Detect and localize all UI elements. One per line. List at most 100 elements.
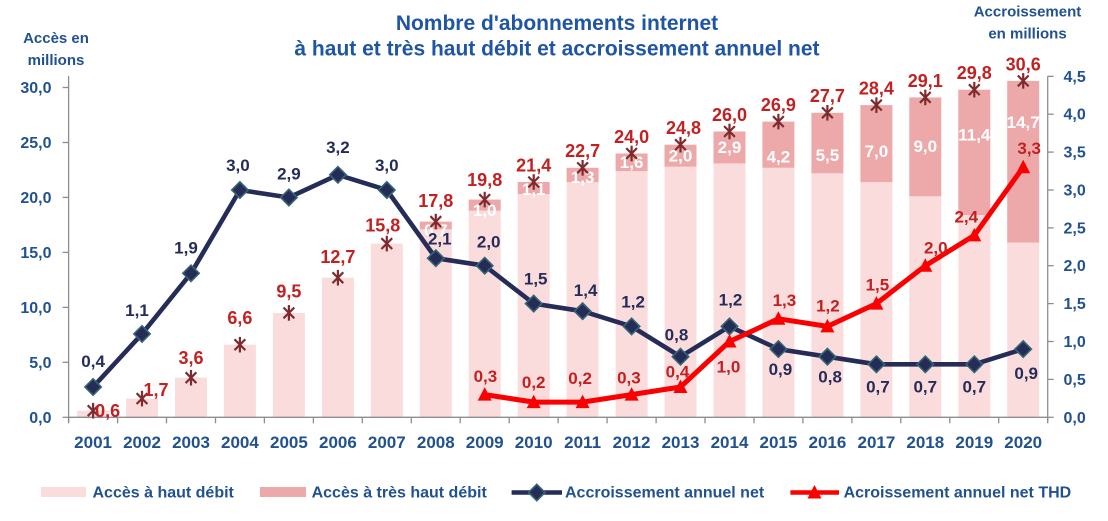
svg-text:2013: 2013 — [662, 433, 700, 452]
svg-text:0,2: 0,2 — [568, 369, 592, 388]
svg-text:3,3: 3,3 — [1017, 139, 1041, 158]
svg-text:3,2: 3,2 — [326, 138, 350, 157]
svg-text:Accès à très haut débit: Accès à très haut débit — [312, 485, 488, 502]
svg-text:Accroissement annuel net: Accroissement annuel net — [565, 485, 765, 502]
svg-text:2003: 2003 — [172, 433, 210, 452]
svg-text:0,3: 0,3 — [617, 368, 641, 387]
svg-text:1,5: 1,5 — [866, 276, 890, 295]
svg-text:Accroissement: Accroissement — [974, 4, 1082, 21]
svg-text:0,5: 0,5 — [1064, 372, 1086, 389]
svg-text:2015: 2015 — [759, 433, 797, 452]
svg-text:2,0: 2,0 — [924, 239, 948, 258]
svg-text:2,1: 2,1 — [428, 230, 452, 249]
svg-text:1,9: 1,9 — [174, 238, 198, 257]
svg-text:2,9: 2,9 — [277, 165, 301, 184]
svg-text:0,4: 0,4 — [666, 363, 690, 382]
svg-text:3,0: 3,0 — [1064, 183, 1086, 200]
svg-text:2004: 2004 — [221, 433, 259, 452]
svg-text:à haut et très haut débit et a: à haut et très haut débit et accroisseme… — [294, 38, 819, 61]
svg-text:10,0: 10,0 — [20, 300, 51, 317]
svg-text:24,8: 24,8 — [666, 118, 701, 138]
svg-text:11,4: 11,4 — [958, 126, 991, 145]
svg-text:4,0: 4,0 — [1064, 107, 1086, 124]
svg-text:0,4: 0,4 — [81, 352, 105, 371]
svg-text:en millions: en millions — [988, 26, 1066, 43]
svg-text:30,6: 30,6 — [1006, 54, 1041, 74]
svg-text:21,4: 21,4 — [516, 155, 551, 175]
svg-text:14,7: 14,7 — [1007, 113, 1040, 132]
svg-text:7,0: 7,0 — [865, 142, 889, 161]
svg-text:28,4: 28,4 — [859, 79, 894, 99]
svg-text:3,6: 3,6 — [178, 348, 203, 368]
svg-text:Accès en: Accès en — [23, 30, 89, 47]
svg-text:1,0: 1,0 — [1064, 334, 1086, 351]
svg-text:0,0: 0,0 — [1064, 410, 1086, 427]
svg-text:2006: 2006 — [319, 433, 357, 452]
svg-text:2012: 2012 — [613, 433, 651, 452]
svg-text:27,7: 27,7 — [810, 86, 845, 106]
svg-text:0,7: 0,7 — [913, 377, 937, 396]
svg-text:6,6: 6,6 — [227, 308, 252, 328]
svg-text:25,0: 25,0 — [20, 135, 51, 152]
svg-text:2007: 2007 — [368, 433, 406, 452]
svg-text:9,0: 9,0 — [913, 137, 937, 156]
svg-text:1,4: 1,4 — [574, 281, 598, 300]
svg-text:1,5: 1,5 — [1064, 296, 1086, 313]
svg-text:29,8: 29,8 — [957, 63, 992, 83]
svg-text:Nombre d'abonnements internet: Nombre d'abonnements internet — [396, 12, 718, 35]
svg-text:0,2: 0,2 — [522, 373, 546, 392]
svg-text:0,6: 0,6 — [95, 401, 120, 421]
svg-text:2014: 2014 — [711, 433, 749, 452]
svg-text:Accès à haut débit: Accès à haut débit — [93, 485, 235, 502]
svg-text:2,0: 2,0 — [669, 147, 693, 166]
svg-text:2,9: 2,9 — [718, 138, 742, 157]
svg-text:15,0: 15,0 — [20, 245, 51, 262]
svg-text:millions: millions — [28, 52, 85, 69]
svg-text:0,9: 0,9 — [769, 360, 793, 379]
svg-text:26,9: 26,9 — [761, 95, 796, 115]
svg-text:5,5: 5,5 — [816, 146, 840, 165]
svg-text:2020: 2020 — [1004, 433, 1042, 452]
svg-text:29,1: 29,1 — [908, 71, 943, 91]
svg-text:1,7: 1,7 — [143, 380, 168, 400]
svg-text:4,5: 4,5 — [1064, 69, 1086, 86]
svg-text:Acroissement annuel net THD: Acroissement annuel net THD — [844, 485, 1072, 502]
svg-text:2011: 2011 — [564, 433, 601, 452]
svg-text:0,7: 0,7 — [866, 377, 890, 396]
svg-text:3,5: 3,5 — [1064, 145, 1086, 162]
svg-text:26,0: 26,0 — [712, 105, 747, 125]
svg-text:2,4: 2,4 — [954, 207, 978, 226]
svg-text:4,2: 4,2 — [767, 148, 791, 167]
svg-text:0,7: 0,7 — [962, 377, 986, 396]
svg-text:2016: 2016 — [808, 433, 846, 452]
svg-text:0,9: 0,9 — [1014, 364, 1038, 383]
svg-text:9,5: 9,5 — [276, 281, 301, 301]
svg-text:2005: 2005 — [270, 433, 308, 452]
svg-text:2018: 2018 — [906, 433, 944, 452]
svg-text:2,0: 2,0 — [477, 233, 501, 252]
svg-text:2010: 2010 — [515, 433, 553, 452]
svg-text:19,8: 19,8 — [467, 170, 502, 190]
svg-text:0,8: 0,8 — [818, 368, 842, 387]
svg-text:2009: 2009 — [466, 433, 504, 452]
svg-text:2,0: 2,0 — [1064, 258, 1086, 275]
svg-text:2019: 2019 — [955, 433, 993, 452]
svg-text:2008: 2008 — [417, 433, 455, 452]
svg-text:1,0: 1,0 — [473, 201, 497, 220]
svg-text:3,0: 3,0 — [375, 156, 399, 175]
svg-text:2001: 2001 — [74, 433, 112, 452]
svg-text:2017: 2017 — [857, 433, 895, 452]
svg-text:0,3: 0,3 — [474, 367, 498, 386]
svg-text:15,8: 15,8 — [365, 216, 400, 236]
svg-text:1,2: 1,2 — [621, 292, 645, 311]
svg-text:2002: 2002 — [123, 433, 161, 452]
svg-text:2,5: 2,5 — [1064, 220, 1086, 237]
svg-text:24,0: 24,0 — [614, 127, 649, 147]
svg-text:1,3: 1,3 — [571, 168, 595, 187]
svg-text:30,0: 30,0 — [20, 80, 51, 97]
svg-text:0,7: 0,7 — [424, 221, 448, 240]
svg-text:1,1: 1,1 — [125, 301, 149, 320]
svg-text:1,2: 1,2 — [719, 290, 743, 309]
svg-text:5,0: 5,0 — [29, 355, 51, 372]
svg-text:12,7: 12,7 — [320, 247, 355, 267]
